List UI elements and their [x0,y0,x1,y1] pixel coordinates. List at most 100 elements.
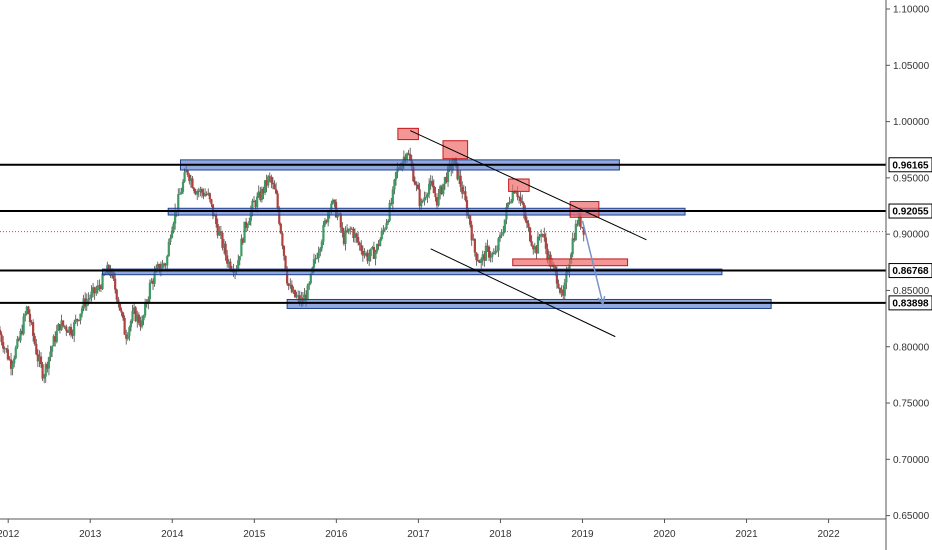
candle-body-bear [27,306,30,315]
candle-body-bull [11,363,14,369]
candle-body-bear [286,270,289,284]
candle-body-bull [90,291,93,298]
candle-body-bear [210,199,213,205]
candle-body-bull [131,311,134,321]
candle-body-bull [183,172,186,182]
candle-body-bull [238,256,241,261]
candle-body-bull [57,324,60,331]
candle-body-bull [538,236,541,238]
candle-body-bull [494,250,497,254]
candle-body-bull [563,282,566,296]
candle-body-bear [522,203,525,212]
y-tick-label: 1.00000 [893,117,930,128]
candle-body-bull [500,234,503,236]
candle-body-bull [510,201,513,203]
candle-body-bull [383,228,387,230]
candle-body-bear [273,184,276,190]
candle-body-bull [577,212,581,225]
candle-body-bull [80,308,84,314]
candle-body-bear [377,244,380,247]
candle-body-bear [333,199,336,202]
candle-body-bear [478,261,481,264]
candle-body-bear [93,287,96,294]
candle-body-bull [457,175,461,180]
candle-body-bull [503,219,506,232]
candle-body-bear [339,213,342,228]
candle-body-bear [543,234,546,238]
candle-body-bear [298,295,301,303]
candle-body-bull [257,191,260,197]
candle-body-bull [174,210,177,224]
candle-body-bear [290,284,293,293]
candle-body-bear [2,341,5,349]
candle-body-bull [317,252,320,259]
candle-body-bull [243,221,246,243]
candle-body-bear [372,247,375,259]
candle-body-bear [464,191,467,201]
candle-body-bull [374,251,377,259]
candle-body-bear [530,241,533,246]
candle-body-bear [361,250,364,256]
candle-body-bear [66,330,69,333]
candle-body-bear [158,263,161,271]
candle-body-bear [121,312,125,318]
candle-body-bull [484,245,488,261]
resistance-highlight-zone [569,201,600,218]
candle-body-bull [156,263,159,268]
x-tick-label: 2021 [735,529,758,540]
candle-body-bear [469,215,472,225]
candle-body-bear [268,176,271,178]
candle-body-bull [502,231,505,235]
candle-body-bull [536,236,540,254]
candle-body-bull [47,357,51,369]
candle-body-bear [341,227,344,233]
candle-body-bear [20,330,24,334]
candle-body-bull [423,197,426,202]
y-tick-label: 0.80000 [893,342,930,353]
candle-body-bull [312,259,316,268]
candle-body-bear [215,215,218,224]
candle-body-bull [495,250,499,252]
candle-body-bull [497,238,500,251]
candle-body-bear [46,364,49,369]
candle-body-bull [3,348,6,350]
candle-body-bear [475,252,478,261]
candle-body-bear [287,283,290,287]
candle-body-bull [150,280,153,284]
candle-body-bear [282,245,286,256]
candle-body-bull [87,298,90,300]
candle-body-bull [140,320,144,327]
candle-body-bear [486,245,489,247]
candle-body-bull [126,335,129,339]
candle-body-bull [147,299,150,304]
candle-body-bull [251,200,254,211]
candle-body-bull [185,170,188,173]
candle-body-bull [319,248,322,253]
candle-body-bear [293,289,297,298]
candle-body-bull [25,306,28,314]
candle-body-bull [144,302,147,316]
candle-body-bull [462,191,465,194]
candle-body-bull [380,230,383,240]
candle-body-bear [487,246,491,258]
candle-body-bear [476,260,480,262]
candle-body-bear [360,244,363,251]
candle-body-bull [375,244,379,252]
candle-body-bull [306,285,309,301]
candle-body-bear [270,176,273,183]
candle-body-bear [202,192,205,197]
candle-body-bear [541,234,544,235]
candle-body-bear [241,238,245,243]
candle-body-bear [115,289,118,300]
candle-body-bear [404,156,407,160]
candle-body-bull [391,189,394,204]
candle-body-bull [136,314,139,322]
candle-body-bear [125,334,128,339]
candle-body-bull [560,289,563,293]
candle-body-bear [483,254,486,261]
candle-body-bear [435,197,439,206]
candle-body-bull [344,230,347,244]
candle-body-bull [142,315,145,321]
candle-body-bull [316,258,319,259]
